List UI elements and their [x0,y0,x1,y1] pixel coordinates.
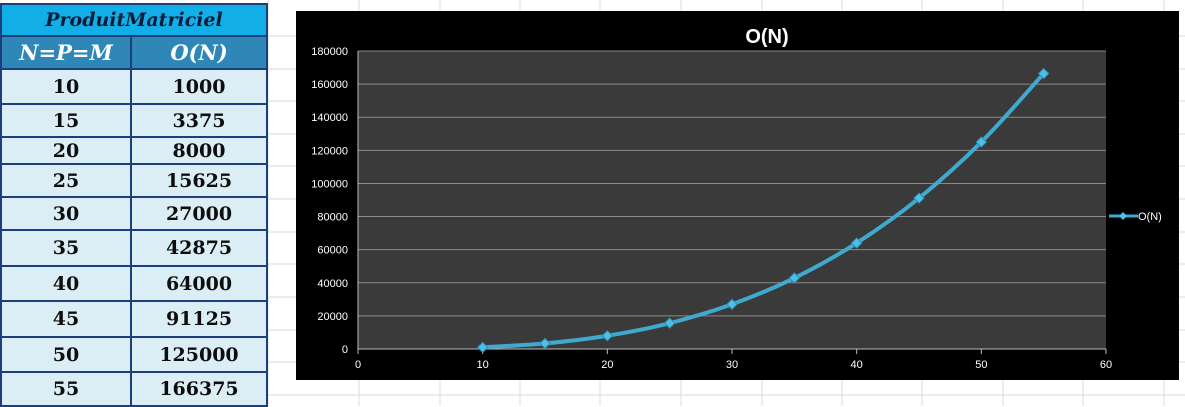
table-header-row: N=P=M O(N) [0,35,268,70]
y-tick-label: 0 [342,344,348,356]
x-tick-label: 30 [726,359,738,371]
header-n[interactable]: N=P=M [0,35,132,70]
table-row: 55 166375 [0,371,268,407]
y-tick-label: 80000 [317,212,348,224]
table-row: 35 42875 [0,229,268,267]
cell-n[interactable]: 45 [0,300,132,338]
table-row: 45 91125 [0,300,268,338]
data-point [663,317,676,329]
x-tick-label: 60 [1100,359,1112,371]
cell-n[interactable]: 15 [0,103,132,138]
cell-on[interactable]: 91125 [130,300,268,338]
data-point [726,298,738,311]
y-tick-label: 140000 [311,112,348,124]
y-tick-label: 60000 [317,245,348,257]
x-tick-label: 50 [975,359,987,371]
data-point [539,337,551,350]
table-row: 15 3375 [0,103,268,138]
legend-label: O(N) [1138,211,1162,223]
y-tick-label: 100000 [311,178,348,190]
y-tick-label: 20000 [317,311,348,323]
cell-on[interactable]: 27000 [130,196,268,231]
y-tick-label: 180000 [311,46,348,58]
table-row: 40 64000 [0,265,268,302]
cell-n[interactable]: 40 [0,265,132,302]
table-row: 20 8000 [0,136,268,165]
table-row: 50 125000 [0,336,268,373]
cell-n[interactable]: 20 [0,136,132,165]
table-row: 25 15625 [0,163,268,198]
x-tick-label: 20 [601,359,613,371]
data-point [601,330,614,342]
cell-n[interactable]: 50 [0,336,132,373]
y-tick-label: 160000 [311,79,348,91]
x-tick-label: 0 [355,359,361,371]
table-title[interactable]: ProduitMatriciel [0,3,268,37]
chart-area[interactable]: 0 20000 40000 60000 80000 100000 120000 140000 1… [296,11,1179,380]
x-tick-label: 10 [477,359,489,371]
line-chart: 0 20000 40000 60000 80000 100000 120000 140000 1… [311,26,1162,371]
y-tick-label: 120000 [311,145,348,157]
cell-on[interactable]: 1000 [130,68,268,105]
y-tick-label: 40000 [317,278,348,290]
x-tick-label: 40 [851,359,863,371]
table-row: 30 27000 [0,196,268,231]
cell-on[interactable]: 64000 [130,265,268,302]
cell-n[interactable]: 30 [0,196,132,231]
data-table: ProduitMatriciel N=P=M O(N) 10 1000 15 3375… [0,3,268,407]
cell-on[interactable]: 15625 [130,163,268,198]
header-on[interactable]: O(N) [130,35,268,70]
data-point [975,136,988,148]
data-point [850,237,863,249]
cell-n[interactable]: 55 [0,371,132,407]
cell-n[interactable]: 25 [0,163,132,198]
legend-marker [1119,212,1127,220]
cell-on[interactable]: 3375 [130,103,268,138]
series-line-O(N) [482,72,1046,350]
data-point [476,341,489,354]
cell-n[interactable]: 35 [0,229,132,267]
cell-n[interactable]: 10 [0,68,132,105]
cell-on[interactable]: 8000 [130,136,268,165]
cell-on[interactable]: 166375 [130,371,268,407]
data-point [1037,67,1050,80]
table-title-row: ProduitMatriciel [0,3,268,37]
data-point [913,192,925,204]
table-row: 10 1000 [0,68,268,105]
cell-on[interactable]: 42875 [130,229,268,267]
cell-on[interactable]: 125000 [130,336,268,373]
chart-title: O(N) [745,26,788,48]
data-point [788,272,801,284]
